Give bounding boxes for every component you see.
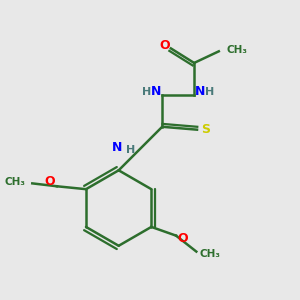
Text: CH₃: CH₃ bbox=[226, 45, 247, 55]
Text: CH₃: CH₃ bbox=[4, 177, 25, 187]
Text: N: N bbox=[195, 85, 205, 98]
Text: O: O bbox=[160, 39, 170, 52]
Text: N: N bbox=[112, 141, 122, 154]
Text: O: O bbox=[44, 176, 55, 188]
Text: H: H bbox=[142, 87, 151, 97]
Text: N: N bbox=[151, 85, 162, 98]
Text: S: S bbox=[201, 123, 210, 136]
Text: H: H bbox=[206, 87, 215, 97]
Text: O: O bbox=[177, 232, 188, 245]
Text: H: H bbox=[126, 145, 135, 155]
Text: CH₃: CH₃ bbox=[199, 250, 220, 260]
